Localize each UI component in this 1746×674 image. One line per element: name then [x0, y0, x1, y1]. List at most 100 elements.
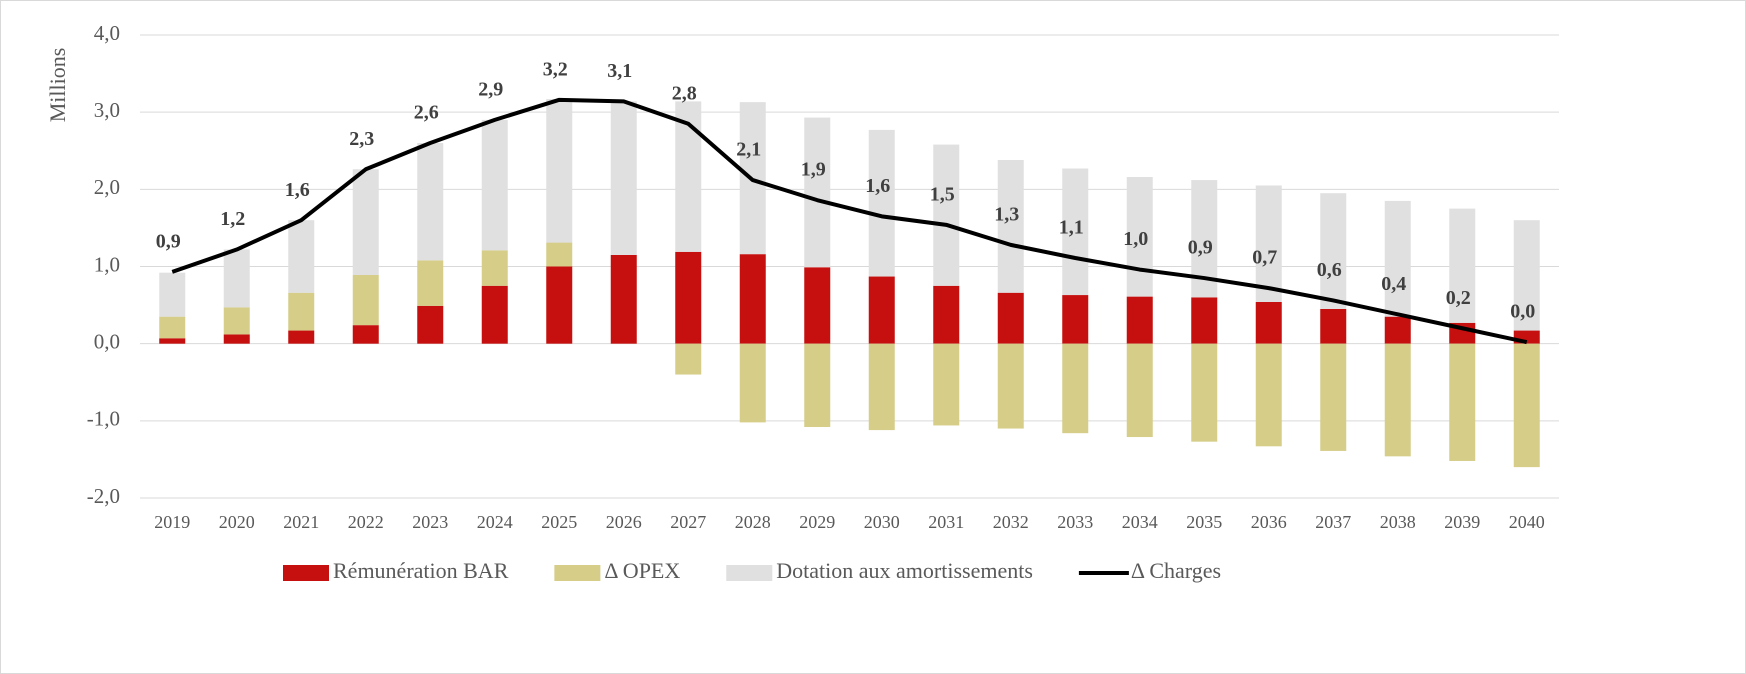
data-label: 2,3 [349, 128, 374, 150]
x-tick-label: 2021 [283, 512, 319, 532]
bar [1320, 308, 1347, 344]
bar [868, 129, 895, 277]
data-label: 0,9 [1188, 237, 1213, 259]
data-label: 1,3 [994, 203, 1019, 225]
bar [1384, 200, 1411, 317]
bar [1513, 220, 1540, 331]
bar [1449, 208, 1476, 323]
legend-label: Dotation aux amortissements [776, 558, 1033, 583]
data-label: 1,5 [930, 183, 955, 205]
bar [417, 260, 444, 306]
bar [1449, 343, 1476, 461]
x-tick-label: 2028 [735, 512, 771, 532]
data-label: 0,4 [1381, 273, 1406, 295]
y-axis-label: Millions [45, 48, 70, 123]
y-tick-label: 0,0 [94, 329, 120, 353]
bar [1320, 343, 1347, 451]
bar [997, 343, 1024, 429]
x-tick-label: 2036 [1251, 512, 1287, 532]
data-label: 0,9 [156, 230, 181, 252]
data-label: 2,6 [414, 102, 439, 124]
data-label: 3,1 [607, 60, 632, 82]
x-tick-label: 2040 [1509, 512, 1545, 532]
bar [352, 169, 379, 275]
legend-swatch [554, 565, 601, 581]
x-tick-label: 2034 [1122, 512, 1158, 532]
data-label: 0,6 [1317, 259, 1342, 281]
bar [933, 144, 960, 286]
x-tick-label: 2030 [864, 512, 900, 532]
bar [352, 325, 379, 344]
data-label: 1,6 [865, 175, 890, 197]
bar [997, 160, 1024, 293]
bar [1126, 176, 1153, 297]
legend-label: Δ Charges [1131, 558, 1221, 583]
bar [417, 143, 444, 261]
data-label: 1,1 [1059, 217, 1084, 239]
y-tick-label: 3,0 [94, 98, 120, 122]
data-label: 0,2 [1446, 287, 1471, 309]
bar [417, 305, 444, 344]
legend-label: Rémunération BAR [333, 558, 509, 583]
bar [1062, 343, 1089, 434]
bar [1255, 301, 1282, 344]
y-tick-label: 4,0 [94, 21, 120, 45]
bar [610, 254, 637, 344]
bar [675, 101, 702, 252]
x-tick-label: 2032 [993, 512, 1029, 532]
x-tick-label: 2027 [670, 512, 706, 532]
x-tick-label: 2035 [1186, 512, 1222, 532]
bar [1255, 185, 1282, 302]
bar [675, 251, 702, 344]
legend-label: Δ OPEX [604, 558, 680, 583]
data-label: 1,6 [285, 179, 310, 201]
x-tick-label: 2029 [799, 512, 835, 532]
x-tick-label: 2024 [477, 512, 513, 532]
x-tick-label: 2031 [928, 512, 964, 532]
bar [223, 334, 250, 344]
bar [1513, 343, 1540, 468]
y-tick-label: -2,0 [87, 484, 120, 508]
bar [804, 343, 831, 428]
data-label: 0,0 [1510, 301, 1535, 323]
data-label: 2,8 [672, 82, 697, 104]
data-label: 1,9 [801, 159, 826, 181]
bar [933, 343, 960, 426]
bar [610, 101, 637, 255]
x-tick-label: 2039 [1444, 512, 1480, 532]
bar [159, 338, 186, 344]
data-label: 1,0 [1123, 228, 1148, 250]
x-tick-label: 2038 [1380, 512, 1416, 532]
bar [481, 285, 508, 344]
bar [481, 250, 508, 286]
bar [223, 249, 250, 308]
x-tick-label: 2022 [348, 512, 384, 532]
bar [223, 307, 250, 335]
bar [1191, 343, 1218, 442]
y-tick-label: -1,0 [87, 407, 120, 431]
bar [1062, 168, 1089, 296]
bar [868, 343, 895, 431]
bar [739, 254, 766, 344]
bar [352, 274, 379, 326]
x-tick-label: 2023 [412, 512, 448, 532]
data-label: 2,1 [736, 139, 761, 161]
x-tick-label: 2025 [541, 512, 577, 532]
bar [1191, 297, 1218, 344]
legend-swatch [726, 565, 773, 581]
bar [481, 119, 508, 251]
bar [675, 343, 702, 375]
x-tick-label: 2020 [219, 512, 255, 532]
bar [1320, 193, 1347, 309]
bar [159, 272, 186, 317]
line [171, 97, 1528, 345]
bar [868, 276, 895, 344]
bar [288, 330, 315, 344]
x-tick-label: 2026 [606, 512, 642, 532]
legend-swatch [283, 565, 329, 581]
bar [1255, 343, 1282, 447]
bar [739, 343, 766, 423]
bar [1384, 343, 1411, 457]
bar [546, 242, 573, 267]
